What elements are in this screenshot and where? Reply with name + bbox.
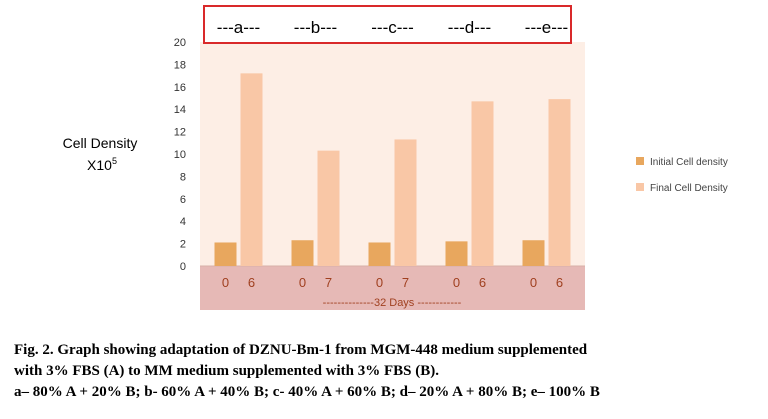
x-axis-band xyxy=(200,266,585,310)
group-label: ---d--- xyxy=(448,18,491,37)
day-label-final: 6 xyxy=(556,275,563,290)
legend-label: Initial Cell density xyxy=(650,157,728,168)
y-tick-label: 18 xyxy=(174,59,186,71)
bar-initial xyxy=(445,241,468,266)
caption-line-2: with 3% FBS (A) to MM medium supplemente… xyxy=(14,363,440,379)
group-label: ---a--- xyxy=(217,18,260,37)
y-tick-label: 2 xyxy=(180,239,186,251)
legend-label: Final Cell Density xyxy=(650,183,728,194)
y-axis-unit: X105 xyxy=(87,156,117,173)
bar-final xyxy=(548,99,571,267)
legend-swatch xyxy=(636,183,644,191)
day-label-initial: 0 xyxy=(299,275,306,290)
group-label: ---b--- xyxy=(294,18,337,37)
bar-final xyxy=(394,139,417,266)
y-tick-label: 0 xyxy=(180,261,186,273)
bar-initial xyxy=(214,242,237,266)
figure-caption: Fig. 2. Graph showing adaptation of DZNU… xyxy=(14,340,764,403)
y-axis-ticks: 0 2 4 6 8 10 12 14 16 18 20 xyxy=(174,37,186,273)
bar-final xyxy=(240,73,263,266)
day-label-initial: 0 xyxy=(453,275,460,290)
bar-final xyxy=(317,150,340,266)
caption-line-3: a– 80% A + 20% B; b- 60% A + 40% B; c- 4… xyxy=(14,384,600,400)
y-axis-label: Cell Density xyxy=(63,135,138,151)
day-label-final: 6 xyxy=(479,275,486,290)
day-label-final: 7 xyxy=(325,275,332,290)
legend-swatch xyxy=(636,157,644,165)
day-label-initial: 0 xyxy=(530,275,537,290)
day-label-initial: 0 xyxy=(222,275,229,290)
day-label-final: 7 xyxy=(402,275,409,290)
y-axis-unit-exponent: 5 xyxy=(112,156,117,166)
x-axis-label: --------------32 Days ------------ xyxy=(323,297,462,309)
group-label: ---c--- xyxy=(371,18,413,37)
y-axis-unit-base: X10 xyxy=(87,157,112,173)
y-tick-label: 20 xyxy=(174,37,186,49)
y-tick-label: 14 xyxy=(174,104,186,116)
bar-initial xyxy=(522,240,545,266)
y-tick-label: 16 xyxy=(174,82,186,94)
plot-background xyxy=(200,42,585,266)
caption-line-1: Fig. 2. Graph showing adaptation of DZNU… xyxy=(14,342,588,358)
y-tick-label: 6 xyxy=(180,194,186,206)
bar-initial xyxy=(291,240,314,266)
bar-initial xyxy=(368,242,391,266)
group-labels: ---a--- ---b--- ---c--- ---d--- ---e--- xyxy=(217,18,568,37)
y-tick-label: 10 xyxy=(174,149,186,161)
y-tick-label: 12 xyxy=(174,127,186,139)
day-label-initial: 0 xyxy=(376,275,383,290)
y-tick-label: 4 xyxy=(180,216,186,228)
day-labels: 0 6 0 7 0 7 0 6 0 6 xyxy=(222,275,563,290)
bar-final xyxy=(471,101,494,266)
group-label: ---e--- xyxy=(525,18,568,37)
group-label-box xyxy=(203,5,572,44)
legend: Initial Cell density Final Cell Density xyxy=(636,157,728,194)
y-tick-label: 8 xyxy=(180,171,186,183)
bars xyxy=(214,73,571,267)
day-label-final: 6 xyxy=(248,275,255,290)
